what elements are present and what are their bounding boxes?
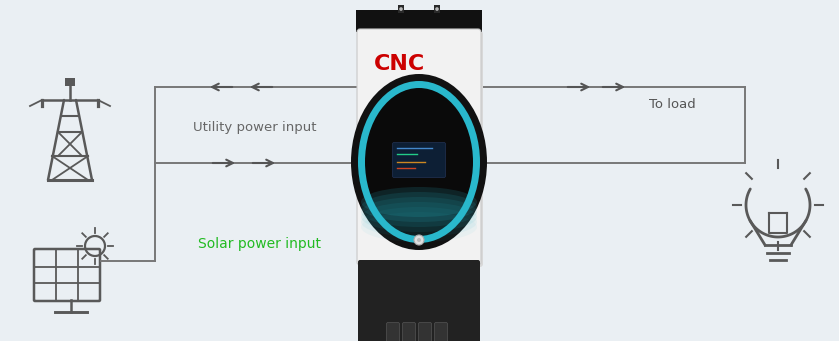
Ellipse shape [361, 197, 477, 227]
FancyBboxPatch shape [419, 323, 431, 341]
Circle shape [435, 7, 439, 11]
Circle shape [414, 235, 424, 245]
Ellipse shape [361, 202, 477, 232]
Ellipse shape [361, 187, 477, 217]
FancyBboxPatch shape [393, 143, 446, 178]
FancyBboxPatch shape [357, 29, 481, 265]
Bar [398, 5, 404, 13]
FancyBboxPatch shape [435, 323, 447, 341]
Text: Solar power input: Solar power input [199, 237, 321, 251]
FancyBboxPatch shape [358, 260, 480, 341]
Ellipse shape [358, 81, 480, 243]
Bar [356, 10, 482, 32]
Ellipse shape [351, 74, 487, 250]
Ellipse shape [361, 207, 477, 237]
Ellipse shape [361, 192, 477, 222]
Bar [434, 5, 440, 13]
Bar [65, 78, 75, 86]
Circle shape [417, 238, 421, 242]
FancyBboxPatch shape [359, 31, 483, 267]
Text: To load: To load [649, 99, 696, 112]
Text: CNC: CNC [374, 54, 425, 74]
Ellipse shape [365, 88, 473, 236]
Text: Utility power input: Utility power input [193, 121, 317, 134]
Circle shape [399, 7, 403, 11]
FancyBboxPatch shape [403, 323, 415, 341]
FancyBboxPatch shape [387, 323, 399, 341]
